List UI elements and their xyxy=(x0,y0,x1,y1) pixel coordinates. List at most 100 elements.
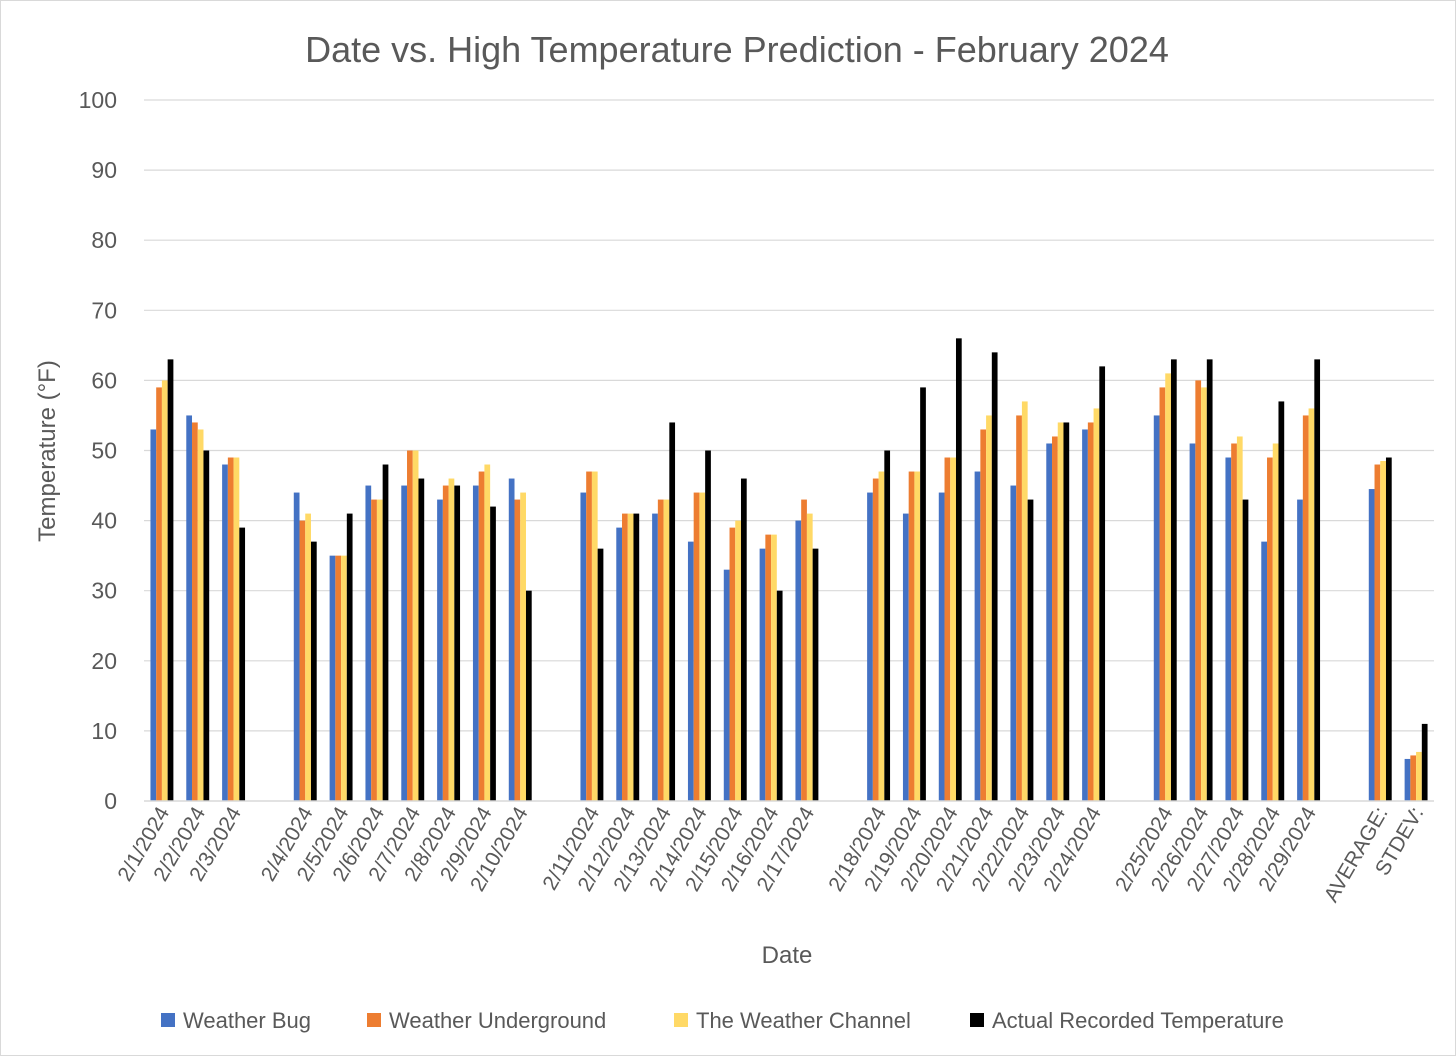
bar xyxy=(991,352,998,801)
bar xyxy=(580,492,587,801)
legend: Weather Bug Weather Underground The Weathe… xyxy=(161,1008,1284,1033)
bar xyxy=(914,471,921,801)
bar xyxy=(371,499,377,801)
bar xyxy=(150,429,157,801)
bar xyxy=(699,492,706,801)
bar xyxy=(167,359,174,801)
bar xyxy=(669,422,676,801)
bar xyxy=(944,457,951,801)
bar xyxy=(401,485,408,801)
bar xyxy=(980,429,987,801)
bar xyxy=(920,387,926,801)
bar xyxy=(1410,755,1417,801)
bar xyxy=(1225,457,1232,801)
bar xyxy=(186,415,193,801)
bar xyxy=(156,387,162,801)
bar xyxy=(1153,415,1160,801)
bar xyxy=(776,590,783,801)
bar xyxy=(586,471,592,801)
bar xyxy=(1063,422,1070,801)
y-tick-label: 40 xyxy=(91,508,117,534)
bar xyxy=(1297,499,1303,801)
bar xyxy=(1046,443,1053,801)
bar xyxy=(1165,373,1171,801)
y-tick-label: 90 xyxy=(91,157,117,183)
legend-swatch xyxy=(674,1013,688,1027)
bar xyxy=(806,513,813,801)
bar xyxy=(1099,366,1106,801)
bar xyxy=(765,534,772,801)
bar xyxy=(795,520,802,801)
bar xyxy=(305,513,311,801)
y-tick-label: 100 xyxy=(79,87,117,113)
bar xyxy=(1206,359,1213,801)
bar xyxy=(974,471,981,801)
legend-swatch xyxy=(161,1013,175,1027)
bar xyxy=(705,450,711,801)
y-tick-label: 80 xyxy=(91,227,117,253)
bar xyxy=(478,471,485,801)
bar xyxy=(663,499,670,801)
bar xyxy=(203,450,210,801)
bar xyxy=(627,513,634,801)
bar xyxy=(197,429,204,801)
bar xyxy=(902,513,909,801)
bar xyxy=(1170,359,1177,801)
bar xyxy=(520,492,526,801)
bar xyxy=(1314,359,1321,801)
bar xyxy=(329,555,336,801)
legend-label: Weather Underground xyxy=(389,1008,606,1033)
bar xyxy=(1380,461,1386,801)
bar xyxy=(735,520,741,801)
bar xyxy=(484,464,491,801)
bar xyxy=(1159,387,1166,801)
y-tick-label: 30 xyxy=(91,578,117,604)
legend-item: Weather Bug xyxy=(161,1008,311,1033)
bar xyxy=(1093,408,1100,801)
y-tick-label: 60 xyxy=(91,367,117,393)
bar xyxy=(448,478,455,801)
bar xyxy=(1385,457,1392,801)
bar xyxy=(693,492,700,801)
y-tick-label: 50 xyxy=(91,438,117,464)
x-axis-title: Date xyxy=(762,942,813,969)
bar xyxy=(514,499,521,801)
gridlines xyxy=(144,99,1434,732)
bar xyxy=(1242,499,1249,801)
y-axis-title: Temperature (°F) xyxy=(34,360,61,542)
bar xyxy=(1027,499,1034,801)
chart-title: Date vs. High Temperature Prediction - F… xyxy=(305,29,1169,70)
bar xyxy=(1272,443,1279,801)
bar xyxy=(376,499,383,801)
bar xyxy=(1374,464,1381,801)
bar xyxy=(591,471,598,801)
bar xyxy=(771,534,777,801)
y-tick-label: 0 xyxy=(104,788,117,814)
bar xyxy=(192,422,198,801)
bar xyxy=(293,492,300,801)
bar xyxy=(1261,541,1268,801)
bar xyxy=(365,485,372,801)
bar xyxy=(233,457,240,801)
bar xyxy=(729,527,736,801)
bar xyxy=(955,338,962,801)
bar xyxy=(801,499,807,801)
bar xyxy=(1057,422,1064,801)
bar xyxy=(310,541,317,801)
bar xyxy=(1195,380,1202,801)
bar xyxy=(723,569,730,801)
bar xyxy=(1052,436,1058,801)
bar xyxy=(1201,387,1207,801)
bar xyxy=(759,548,766,801)
legend-label: Actual Recorded Temperature xyxy=(992,1008,1284,1033)
bar xyxy=(299,520,306,801)
bar xyxy=(687,541,694,801)
bar xyxy=(418,478,425,801)
bar xyxy=(1236,436,1243,801)
bar xyxy=(1404,758,1411,801)
bar xyxy=(490,506,496,801)
bar xyxy=(346,513,353,801)
bar xyxy=(341,555,347,801)
